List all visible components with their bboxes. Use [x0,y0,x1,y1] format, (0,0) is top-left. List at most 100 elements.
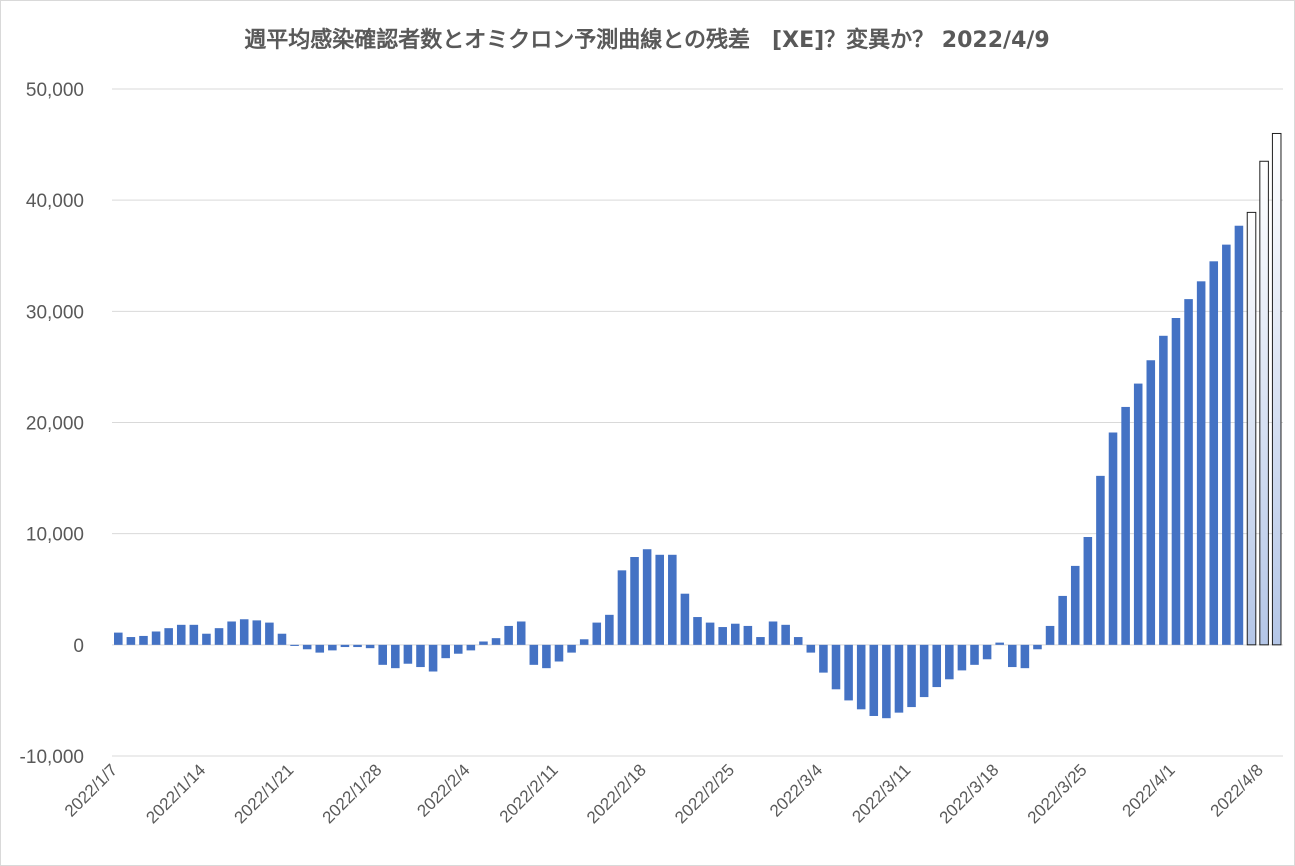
bar [1045,625,1055,645]
bar [1234,225,1244,645]
bar [202,633,211,645]
bar [239,619,249,645]
bar [1222,244,1231,645]
y-tick-label: 50,000 [26,80,84,101]
bar [793,637,803,645]
bar [642,549,652,645]
bar [126,637,136,645]
bar [340,644,350,648]
x-tick-label: 2022/2/4 [413,760,473,820]
bar [416,644,425,668]
bar [139,635,148,645]
bar [982,644,992,660]
x-tick-label: 2022/2/18 [583,760,650,827]
bar [189,624,199,645]
bar [768,621,778,645]
bar [1159,335,1168,645]
bar [529,644,539,665]
bar [214,628,224,645]
bar [856,644,866,710]
bar [542,644,551,669]
x-tick-label: 2022/4/1 [1119,760,1179,820]
bar [1184,299,1193,645]
bar [1070,565,1080,645]
bar [114,632,123,645]
x-tick-label: 2022/3/4 [766,760,826,820]
bar [605,614,614,645]
bar [831,644,841,690]
bar [932,644,942,688]
bar [844,644,853,701]
bar [1008,644,1017,668]
bar [302,644,312,650]
bar [227,621,236,645]
y-tick-label: 30,000 [26,302,84,323]
bar [277,633,287,645]
y-axis-ticks: 50,000 40,000 30,000 20,000 10,000 0 -10,000 [20,80,84,768]
x-tick-label: 2022/1/28 [319,760,386,827]
bar [680,593,690,645]
bar [592,622,602,645]
bar [441,644,450,659]
bar-projected [1246,211,1257,646]
bar [894,644,904,713]
bar [1083,537,1093,645]
bar [907,644,916,708]
bar [378,644,387,665]
gridlines [112,88,1283,757]
bar [403,644,413,664]
bar [882,644,891,719]
bar [328,644,337,651]
bar [391,644,400,669]
bar [567,644,576,653]
bar [1146,360,1156,645]
bar [781,624,790,645]
x-tick-label: 2022/2/11 [496,760,562,826]
bars [114,132,1282,719]
bar [743,625,753,645]
y-tick-label: 0 [73,636,84,657]
bar [718,627,727,645]
bar [554,644,564,662]
bar [265,622,274,645]
bar [479,641,488,645]
bar [1020,644,1030,669]
x-tick-label: 2022/3/11 [848,760,914,826]
bar [957,644,967,671]
bar [970,644,979,665]
bar [806,644,816,653]
bar [252,620,262,645]
bar [453,644,463,654]
bar [1108,432,1118,645]
bar [630,557,639,645]
bar [819,644,828,673]
x-tick-label: 2022/3/25 [1024,760,1091,827]
bar [579,639,589,645]
bar [466,644,476,651]
bar [151,631,161,645]
bar [655,554,664,645]
x-tick-label: 2022/2/25 [671,760,738,827]
x-tick-label: 2022/4/8 [1207,760,1267,820]
bar [516,621,526,645]
y-tick-label: -10,000 [20,747,84,768]
bar [176,624,186,645]
bar [919,644,929,698]
x-tick-label: 2022/1/14 [142,760,209,827]
bar [365,644,375,649]
bar [945,644,954,680]
bar [491,638,501,645]
bar [1096,475,1105,645]
bar [290,644,299,646]
bar [1121,406,1130,645]
bar [995,642,1004,645]
y-tick-label: 40,000 [26,191,84,212]
x-tick-label: 2022/1/21 [230,760,297,827]
y-tick-label: 10,000 [26,525,84,546]
bar [693,617,702,645]
bar [730,623,740,645]
bar-projected [1259,160,1269,646]
bar [504,625,513,645]
bar [164,628,173,645]
